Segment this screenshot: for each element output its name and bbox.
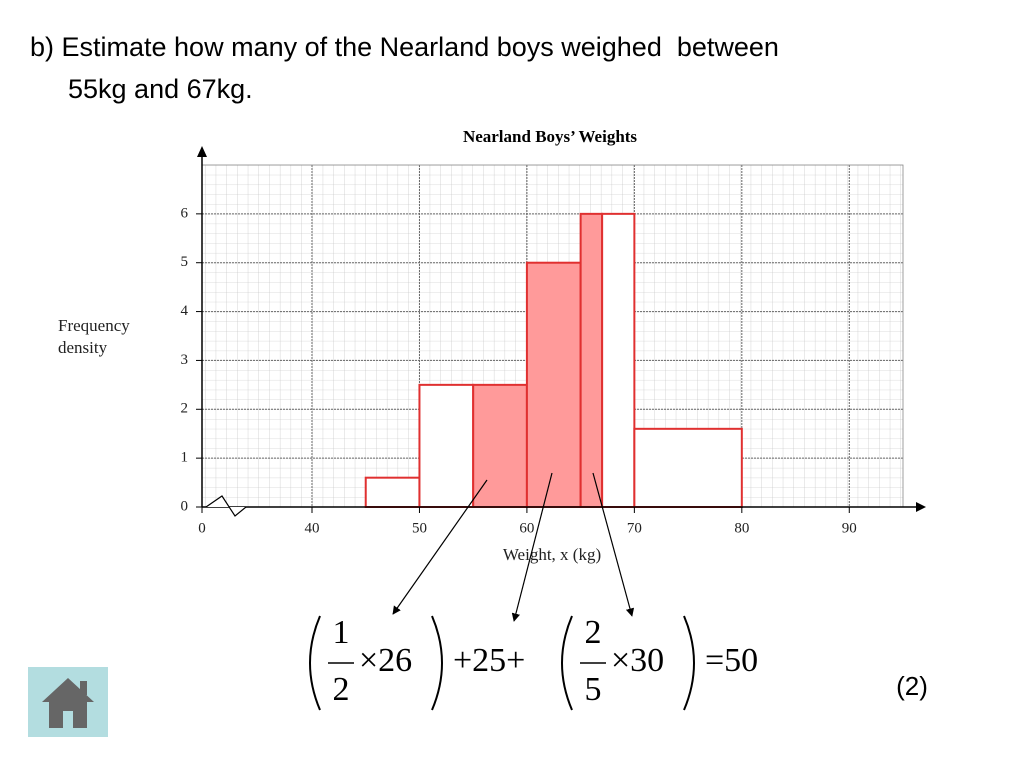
y-tick-label: 4	[181, 303, 189, 319]
home-roof	[42, 678, 94, 702]
x-tick-label: 40	[305, 520, 320, 536]
bar	[418, 383, 475, 509]
bars	[364, 212, 743, 509]
equation: 1 2 ×26 +25+ 2 5 ×30 =50	[309, 614, 758, 711]
bar	[601, 212, 636, 508]
arrow	[592, 472, 635, 617]
denominator: 2	[333, 671, 350, 708]
y-tick-label: 3	[181, 352, 189, 368]
result: =50	[705, 642, 758, 679]
arrow	[511, 472, 553, 622]
numerator: 2	[585, 614, 602, 651]
home-button[interactable]	[28, 667, 108, 737]
numerator: 1	[333, 614, 350, 651]
y-axis-label: Frequency density	[58, 316, 130, 357]
y-tick-label: 1	[181, 450, 189, 466]
x-tick-label: 90	[842, 520, 857, 536]
x-axis-label: Weight, x (kg)	[503, 545, 601, 564]
bar	[579, 212, 604, 508]
multiplication: ×26	[359, 642, 412, 679]
paren	[561, 615, 573, 711]
axis-arrow	[197, 146, 207, 157]
question-line: b) Estimate how many of the Nearland boy…	[30, 32, 779, 62]
denominator: 5	[585, 671, 602, 708]
axis-break	[205, 495, 247, 517]
arrow	[392, 479, 488, 615]
y-tick-label: 2	[181, 401, 189, 417]
x-tick-label: 0	[198, 520, 206, 536]
x-tick-label: 50	[412, 520, 427, 536]
axis-arrow	[916, 502, 926, 512]
paren	[309, 615, 321, 711]
x-tick-label: 80	[734, 520, 749, 536]
paren	[683, 615, 695, 711]
home-door	[63, 711, 73, 728]
x-tick-label: 70	[627, 520, 642, 536]
multiplication: ×30	[611, 642, 664, 679]
bar	[633, 427, 743, 509]
x-tick-label: 60	[519, 520, 534, 536]
marks: (2)	[896, 671, 928, 701]
sum: +25+	[453, 642, 525, 679]
bar	[364, 476, 421, 508]
chart-title: Nearland Boys’ Weights	[463, 127, 637, 146]
paren	[431, 615, 443, 711]
y-tick-label: 0	[181, 498, 189, 514]
y-tick-label: 5	[181, 254, 189, 270]
home-chimney	[80, 681, 87, 695]
question-line: 55kg and 67kg.	[68, 74, 253, 104]
bar	[525, 261, 582, 509]
y-tick-label: 6	[181, 205, 189, 221]
